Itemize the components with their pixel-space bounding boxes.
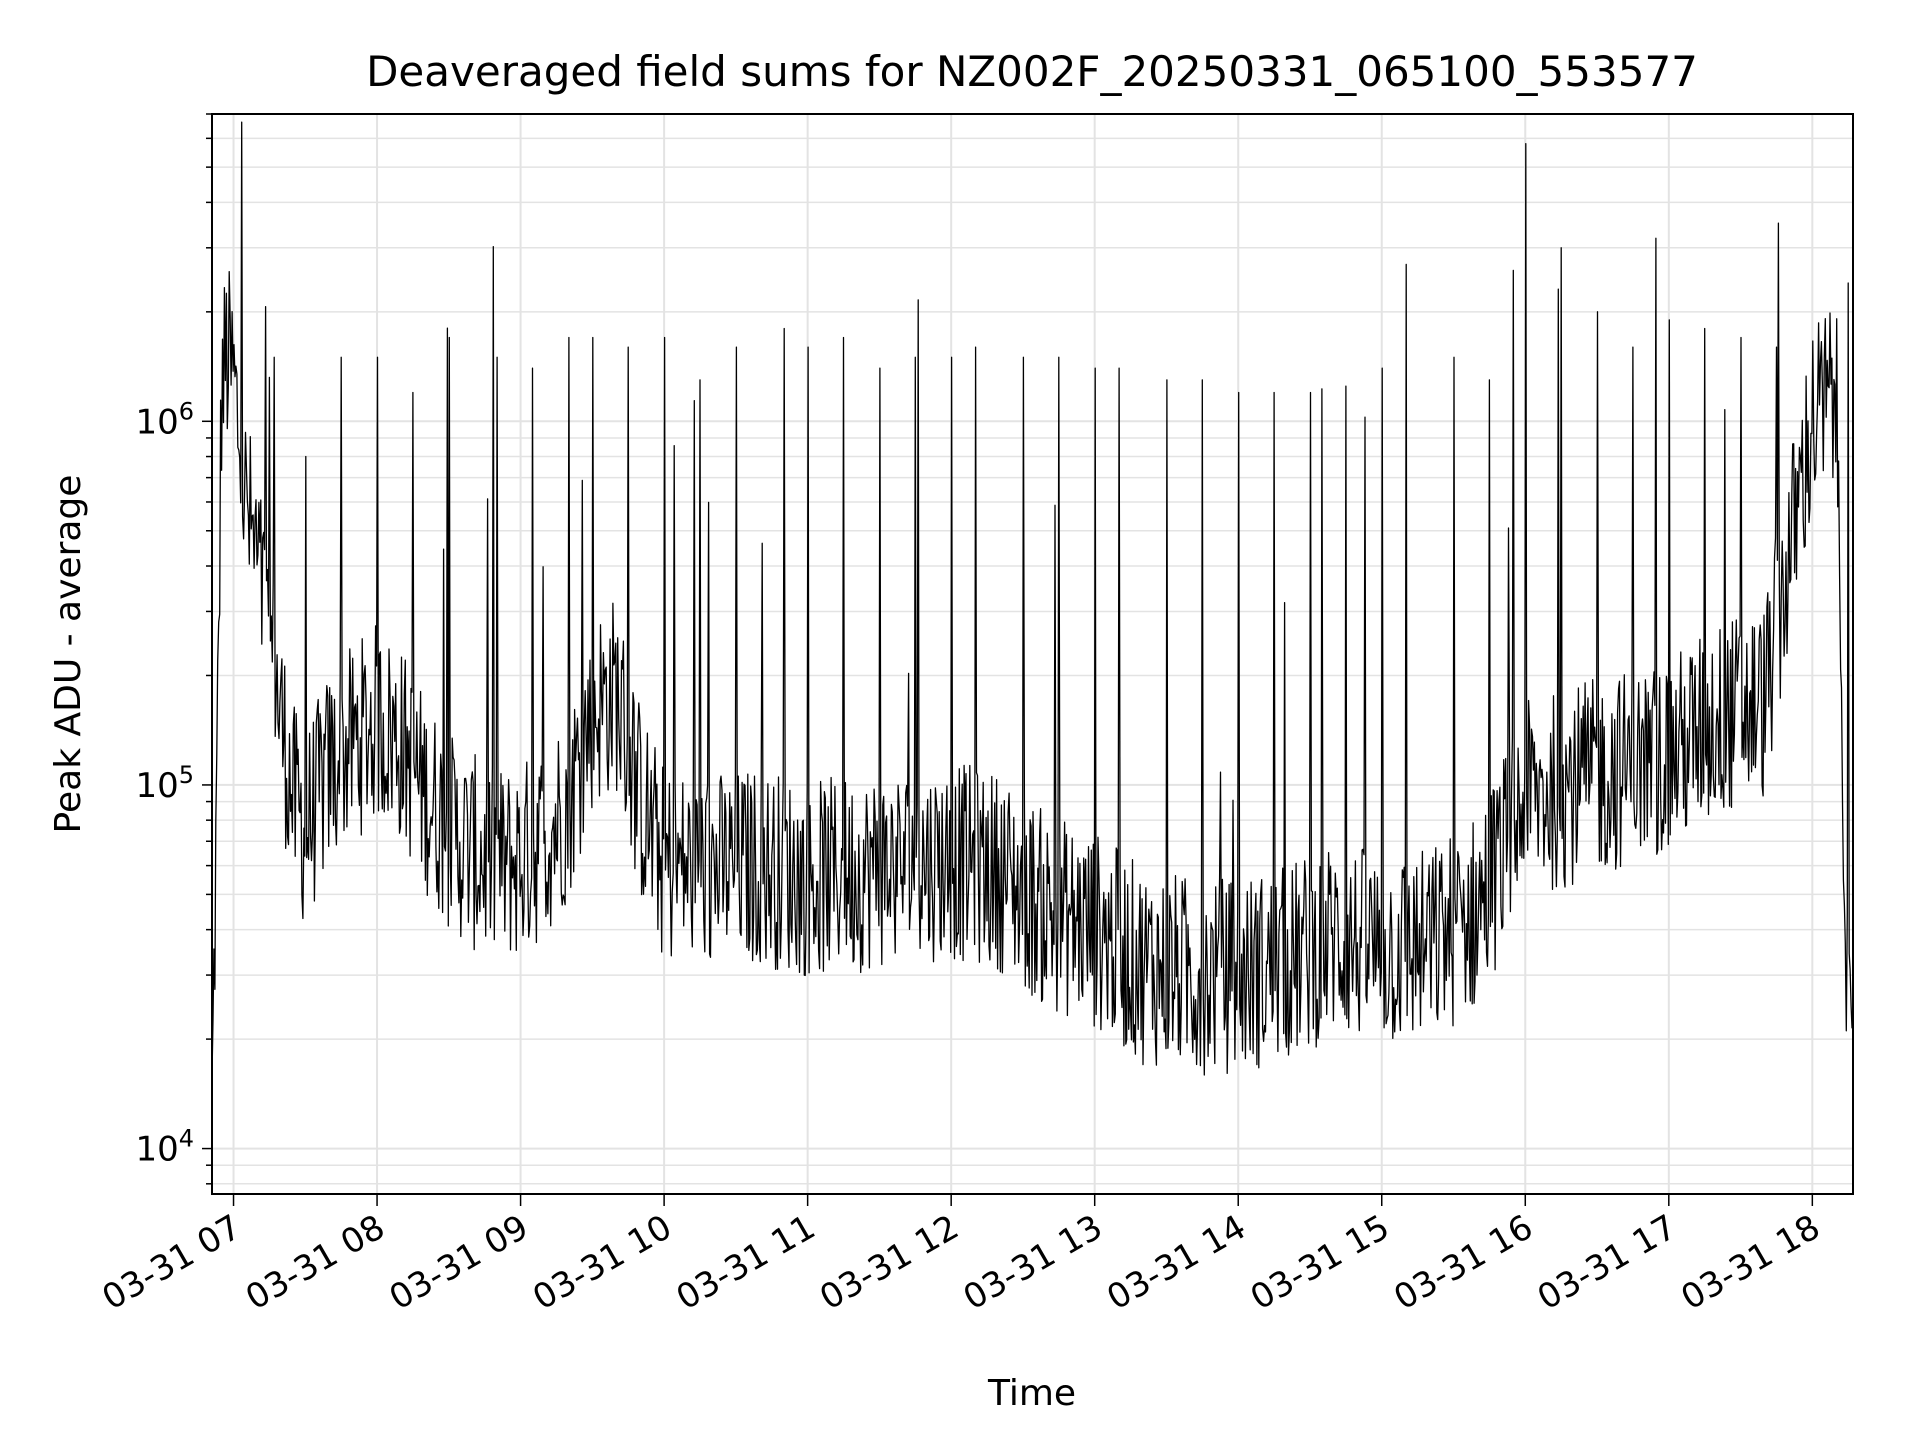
x-tick-label: 03-31 08 [239, 1207, 391, 1318]
chart-title: Deaveraged field sums for NZ002F_2025033… [366, 47, 1698, 96]
y-axis-label: Peak ADU - average [48, 475, 89, 834]
x-tick-label: 03-31 17 [1531, 1207, 1683, 1318]
plot-frame [211, 113, 1854, 1195]
y-tick-label: 105 [135, 761, 194, 806]
x-tick-label: 03-31 12 [813, 1207, 965, 1318]
x-axis-label: Time [987, 1373, 1076, 1414]
x-tick-label: 03-31 18 [1674, 1207, 1826, 1318]
x-tick-label: 03-31 07 [96, 1207, 248, 1318]
x-tick-label: 03-31 11 [670, 1207, 822, 1318]
data-layer [211, 121, 1854, 1077]
x-tick-label: 03-31 15 [1244, 1207, 1396, 1318]
x-tick-label: 03-31 13 [957, 1207, 1109, 1318]
x-tick-label: 03-31 09 [383, 1207, 535, 1318]
x-tick-label: 03-31 10 [526, 1207, 678, 1318]
y-tick-label: 106 [135, 397, 194, 442]
x-tick-label: 03-31 16 [1387, 1207, 1539, 1318]
grid-layer [212, 113, 1853, 1194]
series-line [211, 121, 1854, 1077]
y-tick-label: 104 [135, 1125, 194, 1170]
x-tick-label: 03-31 14 [1100, 1207, 1252, 1318]
